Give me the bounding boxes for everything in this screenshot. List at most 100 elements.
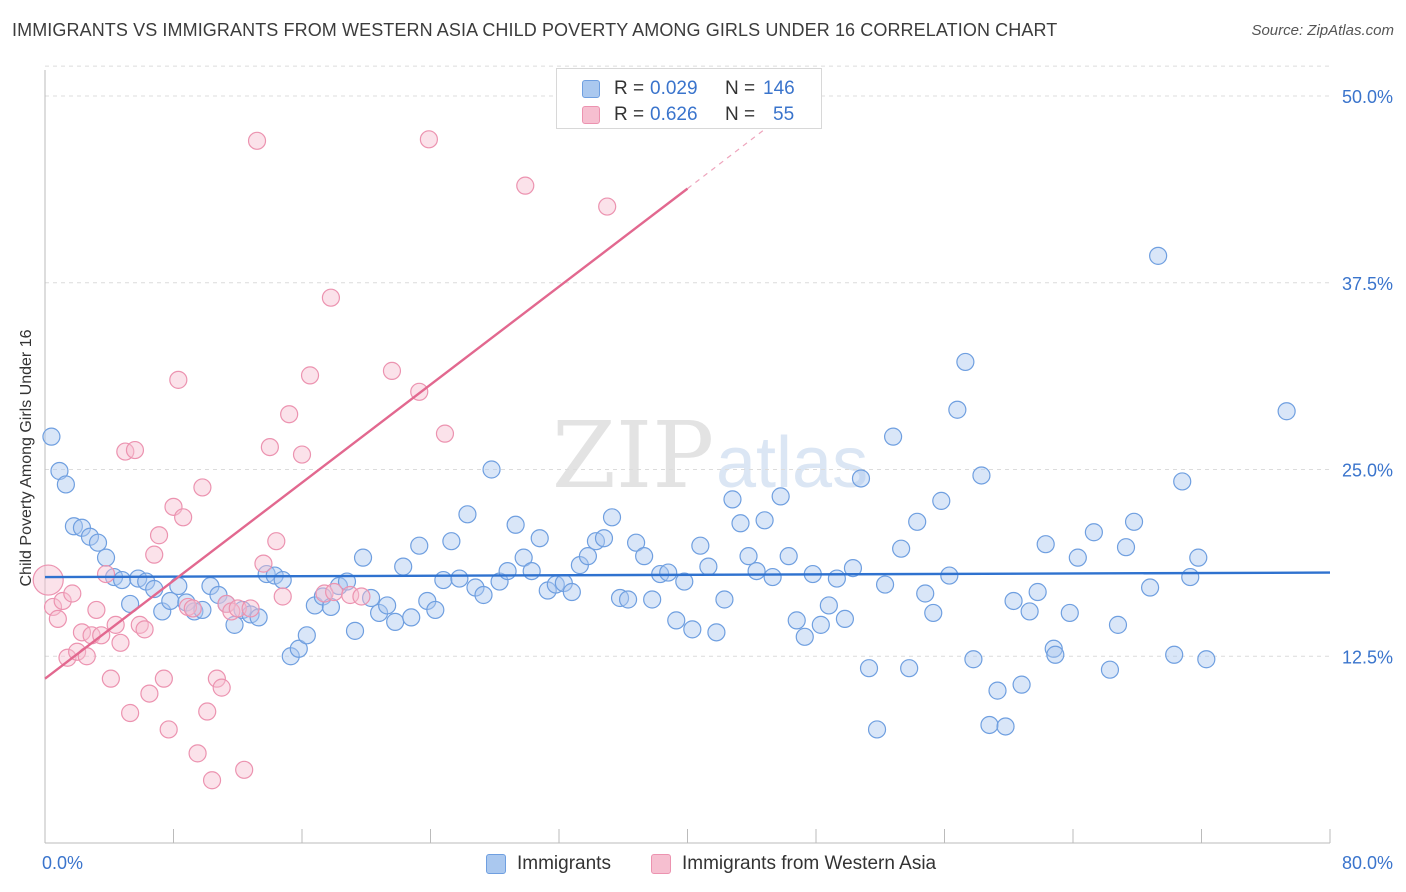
point-immigrants <box>707 623 726 642</box>
point-immigrants <box>353 548 373 567</box>
watermark-zip: ZIP <box>552 402 714 509</box>
point-immigrants <box>1197 650 1216 669</box>
point-western-asia <box>352 587 371 606</box>
legend-label-immigrants: Immigrants <box>517 853 611 874</box>
point-western-asia <box>267 532 286 551</box>
point-immigrants <box>361 588 381 608</box>
point-western-asia <box>135 620 154 639</box>
point-western-asia <box>198 702 217 721</box>
point-immigrants <box>1140 578 1160 597</box>
point-immigrants <box>42 427 61 446</box>
point-western-asia <box>280 405 299 424</box>
legend-swatch-western-asia <box>582 106 600 124</box>
point-western-asia <box>321 288 341 307</box>
point-immigrants <box>426 600 445 620</box>
point-western-asia <box>273 587 292 606</box>
point-immigrants <box>675 572 694 591</box>
point-immigrants <box>442 532 461 551</box>
n-label: N = <box>725 78 756 99</box>
y-tick-label: 50.0% <box>1342 87 1393 107</box>
point-immigrants <box>972 466 991 485</box>
point-western-asia <box>193 478 212 497</box>
r-label: R = <box>614 78 645 99</box>
correlation-legend: R = 0.029 N = 146 R = 0.626 N = 55 <box>556 68 822 129</box>
point-western-asia <box>183 599 202 618</box>
point-immigrants <box>964 650 983 669</box>
point-western-asia <box>292 445 312 464</box>
point-western-asia <box>419 130 438 149</box>
point-immigrants <box>1012 675 1031 694</box>
point-immigrants <box>273 570 292 590</box>
point-western-asia <box>435 424 455 443</box>
point-immigrants <box>916 584 935 603</box>
point-immigrants <box>1108 615 1128 634</box>
point-immigrants <box>691 536 710 555</box>
point-western-asia <box>188 744 207 763</box>
point-western-asia <box>149 526 169 545</box>
point-immigrants <box>1173 472 1192 491</box>
point-western-asia <box>48 609 67 629</box>
y-tick-label: 37.5% <box>1342 274 1393 294</box>
trendline-western-asia <box>44 187 689 680</box>
y-tick-label: 12.5% <box>1342 647 1393 667</box>
point-western-asia <box>32 564 64 596</box>
watermark-atlas: atlas <box>716 423 868 503</box>
point-immigrants <box>787 611 806 630</box>
point-immigrants <box>530 529 549 548</box>
point-immigrants <box>289 639 308 658</box>
point-western-asia <box>325 582 344 602</box>
point-western-asia <box>53 591 72 611</box>
point-immigrants <box>1084 523 1103 542</box>
point-immigrants <box>900 659 919 678</box>
legend-swatch-immigrants <box>582 80 600 98</box>
point-immigrants <box>618 590 638 609</box>
point-immigrants <box>635 547 654 566</box>
point-immigrants <box>1046 645 1065 664</box>
point-immigrants <box>193 600 212 620</box>
point-immigrants <box>835 609 855 629</box>
point-immigrants <box>715 590 734 609</box>
point-western-asia <box>228 599 247 618</box>
point-immigrants <box>763 567 782 587</box>
point-immigrants <box>1189 548 1208 567</box>
point-immigrants <box>1060 603 1079 623</box>
point-western-asia <box>159 720 178 739</box>
point-immigrants <box>474 585 493 605</box>
point-western-asia <box>202 771 222 790</box>
point-western-asia <box>516 176 535 195</box>
point-immigrants <box>683 620 702 639</box>
point-immigrants <box>996 717 1015 736</box>
point-immigrants <box>378 596 397 615</box>
point-western-asia <box>116 442 135 461</box>
point-immigrants <box>883 427 903 446</box>
point-immigrants <box>755 511 774 530</box>
point-immigrants <box>458 505 477 524</box>
point-immigrants <box>723 490 742 509</box>
point-immigrants <box>875 575 895 594</box>
point-western-asia <box>101 669 120 688</box>
point-immigrants <box>450 569 469 588</box>
point-immigrants <box>562 582 581 602</box>
point-western-asia <box>169 370 188 389</box>
point-immigrants <box>1028 582 1047 602</box>
point-western-asia <box>58 648 77 667</box>
r-label: R = <box>614 104 645 125</box>
legend-swatch-immigrants <box>486 854 506 874</box>
point-immigrants <box>1004 591 1023 611</box>
point-immigrants <box>932 491 951 510</box>
point-immigrants <box>594 529 614 548</box>
point-western-asia <box>145 545 164 564</box>
point-immigrants <box>1036 535 1055 554</box>
point-immigrants <box>1020 602 1039 621</box>
point-western-asia <box>96 564 116 584</box>
point-immigrants <box>659 563 678 582</box>
point-immigrants <box>811 615 830 634</box>
point-immigrants <box>297 626 316 645</box>
point-western-asia <box>43 597 63 617</box>
point-western-asia <box>140 684 159 703</box>
point-immigrants <box>924 603 943 623</box>
point-immigrants <box>1124 512 1144 531</box>
r-value: 0.029 <box>650 78 698 99</box>
chart-title: IMMIGRANTS VS IMMIGRANTS FROM WESTERN AS… <box>12 20 1058 40</box>
